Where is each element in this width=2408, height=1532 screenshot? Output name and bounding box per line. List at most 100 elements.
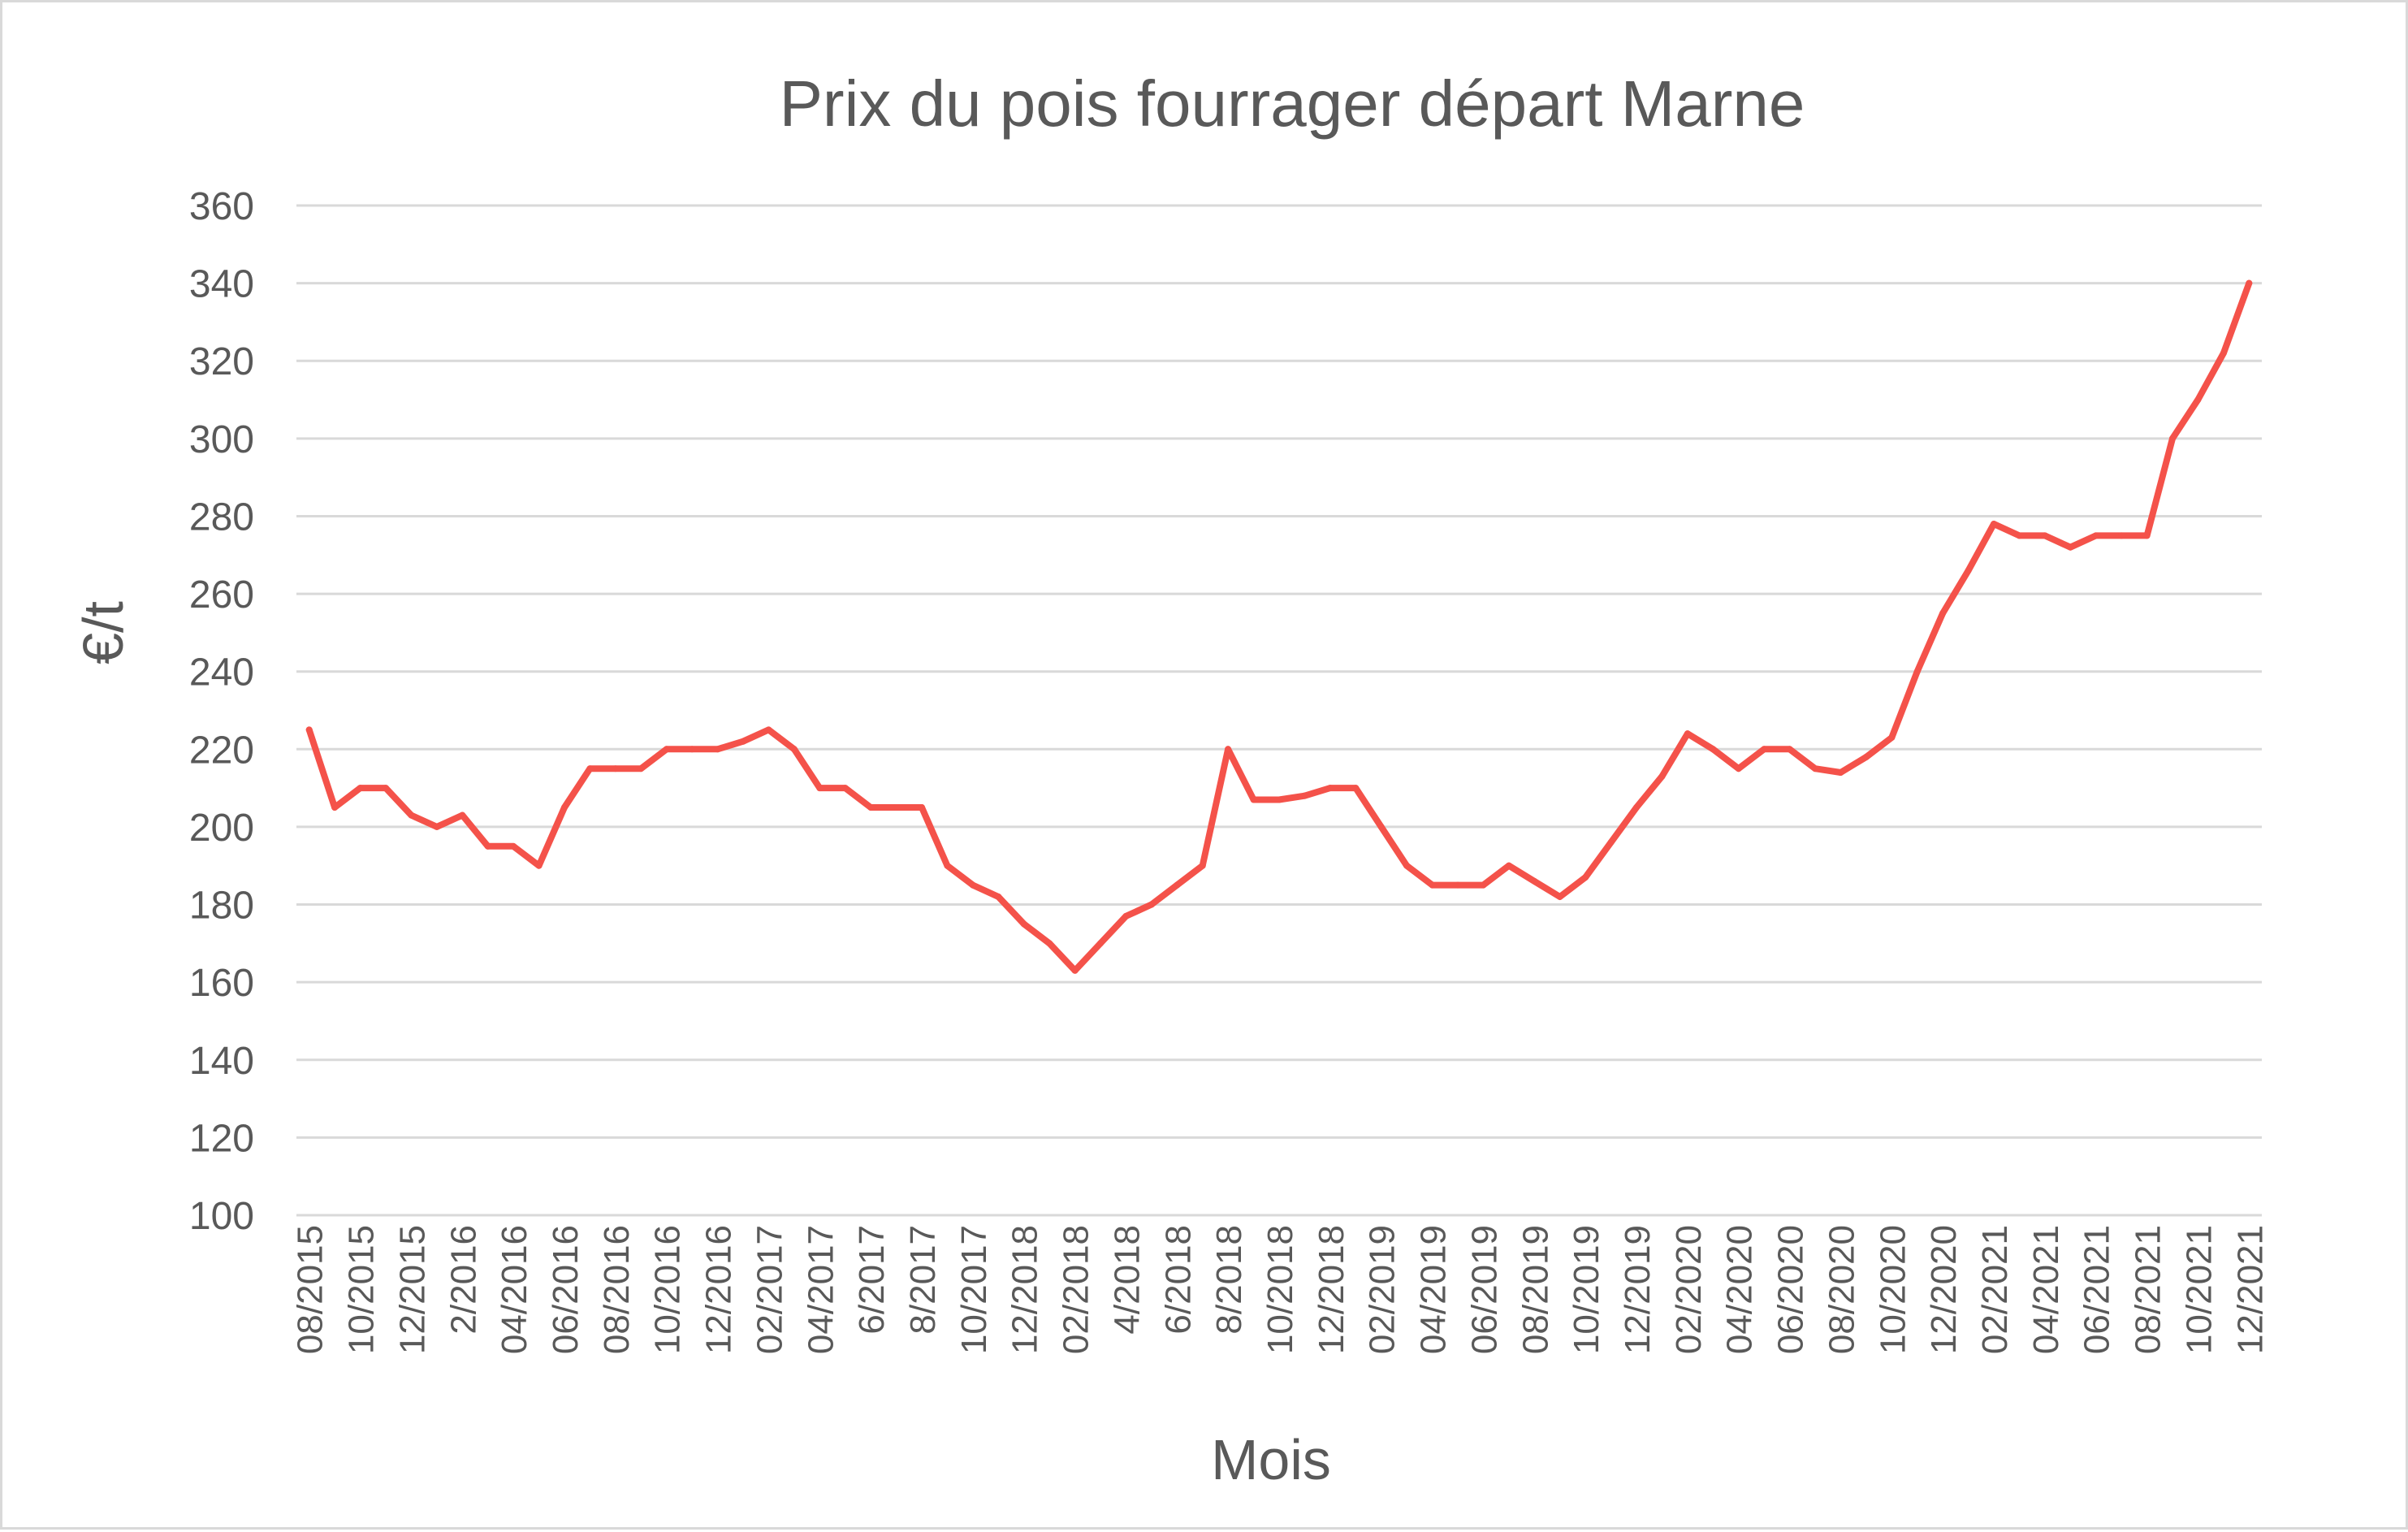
y-tick-label: 120: [189, 1117, 254, 1160]
gridlines: [296, 204, 2262, 1217]
y-axis-title: €/t: [71, 601, 135, 664]
x-tick-label: 12/2018: [1312, 1225, 1351, 1354]
x-tick-label: 06/2016: [546, 1225, 586, 1354]
x-tick-label: 10/2020: [1873, 1225, 1913, 1354]
x-tick-label: 06/2021: [2077, 1225, 2117, 1354]
data-point: [1786, 746, 1793, 753]
data-point: [510, 842, 517, 850]
x-tick-label: 06/2020: [1771, 1225, 1811, 1354]
series-line-price: [305, 279, 2253, 974]
data-point: [740, 738, 746, 745]
x-tick-label: 10/2017: [954, 1225, 994, 1354]
data-point: [1658, 772, 1666, 780]
data-point: [1377, 823, 1385, 830]
data-point: [995, 893, 1002, 900]
x-tick-label: 4/2018: [1107, 1225, 1147, 1335]
x-tick-label: 10/2018: [1260, 1225, 1300, 1354]
data-point: [535, 862, 543, 869]
data-point: [1122, 912, 1130, 920]
data-point: [1531, 877, 1538, 885]
data-point: [638, 765, 645, 772]
x-tick-label: 10/2019: [1567, 1225, 1606, 1354]
data-point: [1837, 768, 1844, 776]
data-point: [919, 804, 925, 811]
data-point: [1301, 792, 1308, 799]
data-point: [357, 785, 364, 792]
x-tick-label: 2/2016: [443, 1225, 483, 1335]
data-point: [969, 881, 976, 889]
data-point: [1735, 765, 1742, 772]
y-axis-ticks: 100 120 140 160 180 200 220 240 260 280 300 320 340 3…: [189, 185, 254, 1238]
data-point: [612, 765, 619, 772]
x-tick-label: 06/2019: [1464, 1225, 1504, 1354]
data-point: [1046, 940, 1053, 947]
y-tick-label: 300: [189, 418, 254, 461]
data-point: [867, 804, 875, 811]
y-tick-label: 360: [189, 185, 254, 228]
data-point: [2092, 532, 2099, 539]
x-tick-label: 12/2016: [699, 1225, 739, 1354]
data-point: [1480, 881, 1487, 889]
x-tick-label: 12/2021: [2230, 1225, 2270, 1354]
data-point: [2067, 543, 2074, 551]
data-point: [1352, 785, 1360, 792]
y-tick-label: 320: [189, 340, 254, 383]
y-tick-label: 280: [189, 496, 254, 539]
data-point: [1326, 785, 1334, 792]
data-point: [305, 726, 313, 734]
data-point: [2118, 532, 2125, 539]
x-tick-label: 12/2019: [1618, 1225, 1658, 1354]
x-tick-label: 10/2021: [2179, 1225, 2219, 1354]
data-point: [408, 811, 415, 819]
data-point: [1582, 874, 1589, 881]
x-tick-label: 6/2018: [1158, 1225, 1198, 1335]
x-tick-label: 6/2017: [852, 1225, 892, 1335]
x-tick-label: 02/2020: [1669, 1225, 1709, 1354]
data-point: [1020, 920, 1027, 928]
data-point: [893, 804, 900, 811]
data-point: [331, 804, 339, 811]
y-tick-label: 220: [189, 729, 254, 772]
data-point: [459, 811, 466, 819]
y-tick-label: 180: [189, 885, 254, 928]
y-tick-label: 100: [189, 1195, 254, 1238]
data-point: [1684, 730, 1691, 738]
y-tick-label: 240: [189, 651, 254, 695]
x-tick-label: 08/2020: [1822, 1225, 1861, 1354]
data-point: [484, 842, 491, 850]
data-point: [1148, 901, 1155, 908]
x-tick-label: 08/2016: [597, 1225, 637, 1354]
data-point: [1097, 940, 1104, 947]
data-point: [1071, 967, 1079, 974]
x-tick-label: 02/2019: [1363, 1225, 1403, 1354]
x-tick-label: 12/2018: [1005, 1225, 1045, 1354]
x-axis-title: Mois: [1211, 1428, 1331, 1491]
data-point: [561, 804, 568, 811]
data-point: [2143, 532, 2151, 539]
data-point: [1199, 862, 1206, 869]
x-tick-label: 08/2021: [2129, 1225, 2168, 1354]
y-tick-label: 340: [189, 263, 254, 306]
data-point: [1965, 567, 1972, 574]
data-point: [2016, 532, 2023, 539]
x-tick-label: 04/2021: [2026, 1225, 2066, 1354]
data-point: [714, 746, 721, 753]
x-tick-label: 04/2016: [495, 1225, 534, 1354]
data-point: [1913, 668, 1921, 675]
data-point: [383, 785, 389, 792]
data-point: [1225, 746, 1232, 753]
data-point: [2169, 435, 2176, 442]
data-point: [1991, 521, 1997, 528]
x-tick-label: 10/2016: [648, 1225, 688, 1354]
data-point: [1174, 881, 1181, 889]
x-tick-label: 8/2017: [903, 1225, 943, 1335]
y-tick-label: 260: [189, 573, 254, 617]
x-tick-label: 08/2015: [291, 1225, 331, 1354]
x-tick-label: 02/2021: [1975, 1225, 2015, 1354]
data-point: [1888, 734, 1896, 741]
data-point: [765, 726, 772, 734]
data-point: [1710, 746, 1717, 753]
x-tick-label: 04/2017: [801, 1225, 841, 1354]
